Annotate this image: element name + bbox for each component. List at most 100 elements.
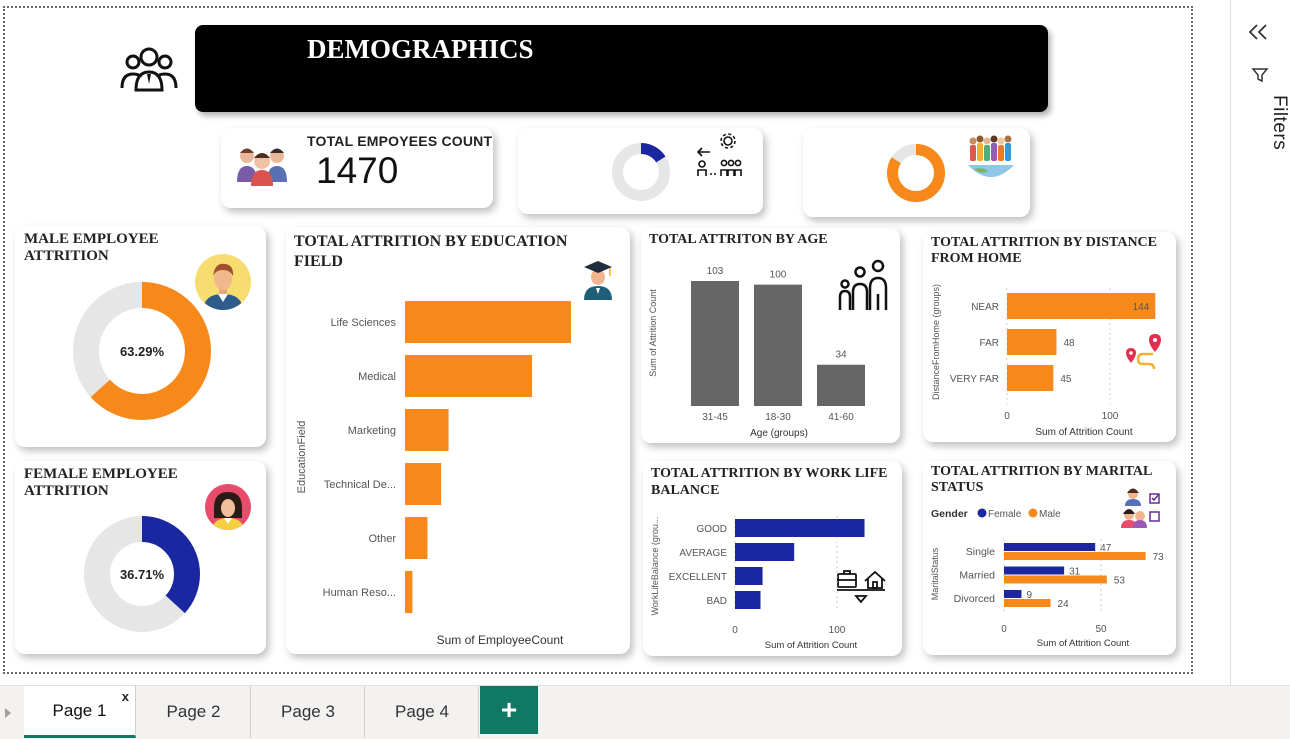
male-attrition-card[interactable]: MALE EMPLOYEE ATTRITION 63.29% (15, 226, 266, 447)
education-bar (405, 301, 571, 343)
filter-funnel-icon (1251, 66, 1269, 89)
marital-x-tick: 50 (1095, 624, 1107, 635)
family-icon (836, 258, 892, 317)
title-banner: DEMOGRAPHICS (195, 25, 1048, 112)
age-xlabel: Age (groups) (750, 428, 808, 439)
marital-female-value: 47 (1100, 543, 1112, 554)
mini-donut-1 (612, 143, 670, 201)
tab-page-1-label: Page 1 (52, 700, 107, 720)
age-tick-label: 31-45 (702, 412, 728, 423)
distance-bar (1007, 293, 1156, 319)
marital-female-value: 31 (1069, 567, 1081, 578)
legend-female-label: Female (988, 509, 1022, 520)
collapse-chevrons-icon[interactable] (1247, 22, 1269, 47)
close-tab-icon[interactable]: x (121, 689, 129, 704)
distance-ylabel: DistanceFromHome (groups) (931, 284, 941, 400)
age-tick-label: 18-30 (765, 412, 791, 423)
kpi-card-total-employees[interactable]: TOTAL EMPOYEES COUNT 1470 (221, 128, 493, 208)
kpi-label: TOTAL EMPOYEES COUNT (307, 133, 493, 149)
worklife-xlabel: Sum of Attrition Count (765, 640, 858, 651)
male-donut-arc (73, 282, 211, 420)
male-attrition-title: MALE EMPLOYEE ATTRITION (24, 231, 159, 264)
marital-bar-female (1004, 543, 1096, 551)
marital-xlabel: Sum of Attrition Count (1037, 638, 1130, 649)
female-donut-chart (84, 516, 200, 632)
filters-pane[interactable]: Filters (1230, 0, 1290, 685)
marital-bar-chart: Gender Female Male MaritalStatus Sum of … (930, 508, 1164, 649)
marital-bar-male (1004, 552, 1146, 560)
female-avatar-icon (205, 484, 251, 535)
marital-tick-label: Married (959, 570, 995, 582)
marital-bar-female (1004, 590, 1022, 598)
education-tick-label: Other (368, 533, 396, 545)
marital-x-tick: 0 (1001, 624, 1007, 635)
age-value-label: 100 (770, 270, 787, 281)
tab-page-3[interactable]: Page 3 (252, 686, 365, 738)
legend-male-label: Male (1039, 509, 1061, 520)
filters-label[interactable]: Filters (1269, 95, 1290, 151)
marital-bar-male (1004, 575, 1107, 584)
female-donut-arc (84, 516, 200, 632)
mini-donut-2 (887, 144, 945, 202)
tab-page-2[interactable]: Page 2 (137, 686, 251, 738)
legend-male-swatch (1028, 508, 1038, 518)
employees-icon (235, 142, 289, 191)
page-title: DEMOGRAPHICS (307, 34, 534, 64)
add-page-button[interactable]: + (480, 686, 538, 734)
age-bar (817, 364, 865, 406)
education-field-chart-card[interactable]: TOTAL ATTRITION BY EDUCATION FIELD Educa… (286, 227, 630, 654)
education-tick-label: Technical De... (324, 479, 396, 491)
distance-tick-label: FAR (980, 338, 999, 349)
age-chart-title: TOTAL ATTRITON BY AGE (649, 232, 828, 247)
distance-tick-label: VERY FAR (950, 374, 999, 385)
worklife-tick-label: BAD (706, 596, 727, 607)
education-bar-chart: EducationField Sum of EmployeeCount Life… (296, 301, 571, 647)
age-bar-chart: Sum of Attrition Count Age (groups) 103 3… (648, 266, 865, 439)
distance-bar-chart: DistanceFromHome (groups) Sum of Attriti… (931, 284, 1156, 438)
age-tick-label: 41-60 (828, 412, 854, 423)
worklife-tick-label: EXCELLENT (669, 572, 727, 583)
education-xlabel: Sum of EmployeeCount (437, 633, 564, 647)
age-bar (691, 281, 739, 406)
education-bar (405, 409, 449, 451)
education-tick-label: Medical (358, 371, 396, 383)
female-percent-label: 36.71% (119, 567, 165, 582)
marital-bar-female (1004, 566, 1065, 575)
graduate-icon (580, 258, 616, 305)
worklife-chart-card[interactable]: TOTAL ATTRITION BY WORK LIFE BALANCE Wor… (643, 461, 902, 656)
female-attrition-card[interactable]: FEMALE EMPLOYEE ATTRITION 36.71% (15, 461, 266, 654)
distance-value-label: 48 (1063, 338, 1075, 349)
worklife-x-tick: 0 (732, 625, 738, 636)
distance-bar (1007, 365, 1054, 391)
age-chart-card[interactable]: TOTAL ATTRITON BY AGE Sum of Attrition C… (641, 228, 900, 443)
diverse-crowd-globe-icon (964, 131, 1018, 186)
marital-male-value: 53 (1114, 576, 1126, 587)
marital-ylabel: MaritalStatus (930, 547, 940, 600)
education-bar (405, 463, 442, 505)
tab-page-3-label: Page 3 (281, 702, 335, 721)
age-value-label: 103 (707, 266, 724, 277)
age-bar (754, 284, 802, 406)
age-ylabel: Sum of Attrition Count (648, 289, 658, 377)
tab-page-4-label: Page 4 (395, 702, 449, 721)
tab-page-2-label: Page 2 (166, 702, 221, 721)
couple-checklist-icon (1119, 486, 1163, 535)
female-attrition-title: FEMALE EMPLOYEE ATTRITION (24, 466, 178, 499)
mini-donut-card-2[interactable] (803, 128, 1030, 217)
work-life-balance-scale-icon (835, 568, 887, 609)
marital-tick-label: Single (966, 546, 995, 558)
tab-page-4[interactable]: Page 4 (366, 686, 479, 738)
tab-page-1[interactable]: Page 1 x (24, 686, 136, 738)
education-bar (405, 571, 413, 613)
worklife-tick-label: AVERAGE (679, 548, 727, 559)
scroll-left-arrow-icon[interactable] (4, 706, 12, 724)
mini-donut-card-1[interactable] (518, 128, 763, 214)
distance-tick-label: NEAR (971, 302, 999, 313)
distance-x-tick: 100 (1102, 411, 1119, 422)
worklife-tick-label: GOOD (696, 524, 727, 535)
settings-gear-icon (694, 132, 744, 185)
distance-chart-card[interactable]: TOTAL ATTRITION BY DISTANCE FROM HOME Di… (923, 232, 1176, 442)
age-value-label: 34 (835, 350, 847, 361)
education-ylabel: EducationField (296, 421, 308, 494)
marital-chart-card[interactable]: TOTAL ATTRITION BY MARITAL STATUS Gender… (923, 461, 1176, 655)
